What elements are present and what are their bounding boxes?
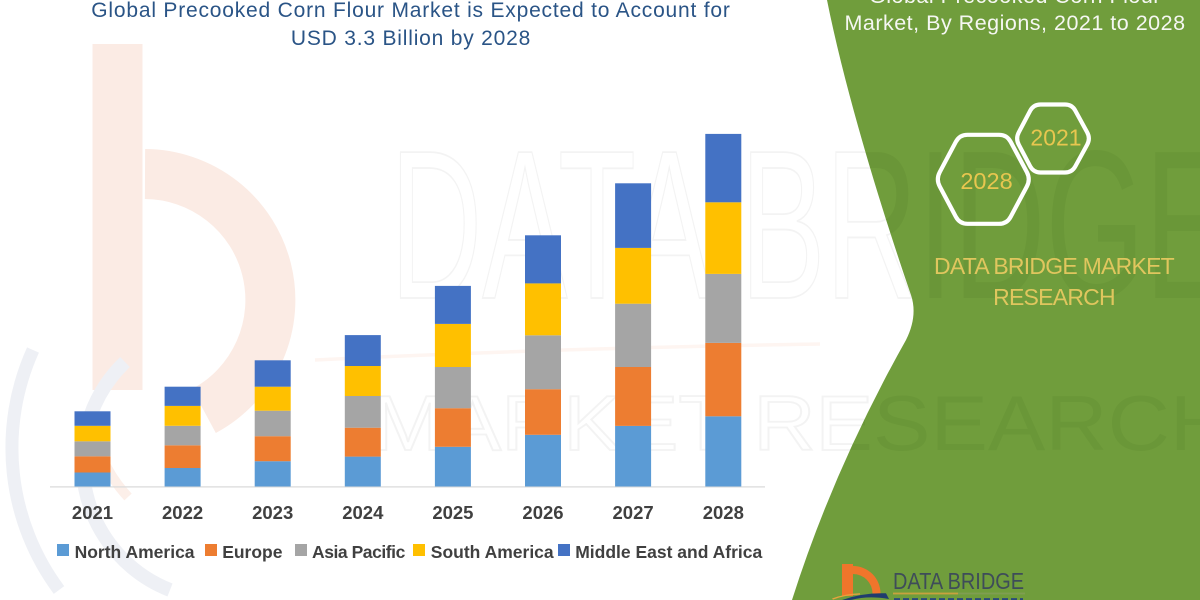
svg-text:2021: 2021 bbox=[1030, 124, 1081, 150]
svg-text:DATA BRIDGE: DATA BRIDGE bbox=[893, 568, 1024, 594]
svg-text:2028: 2028 bbox=[960, 168, 1012, 194]
